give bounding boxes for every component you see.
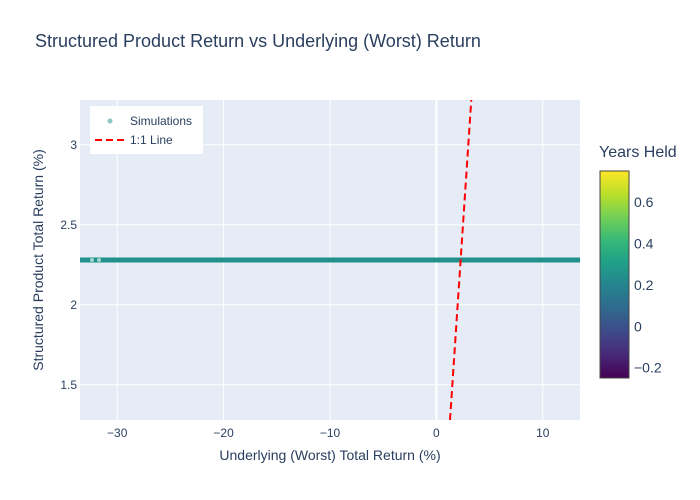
one-to-one-line	[449, 100, 473, 420]
legend-marker-simulations	[107, 118, 113, 124]
x-axis-ticks: −30 −20 −10 0 10	[107, 426, 550, 440]
colorbar-tick-label: 0.2	[634, 277, 654, 293]
colorbar-tick-label: −0.2	[634, 360, 662, 376]
x-tick-label: 0	[433, 426, 440, 440]
legend-label-1to1-line: 1:1 Line	[130, 133, 173, 147]
colorbar-title: Years Held	[599, 144, 677, 161]
simulation-point	[97, 258, 101, 262]
x-tick-label: −30	[107, 426, 128, 440]
y-tick-label: 2.5	[60, 218, 77, 232]
colorbar-tick-label: 0.4	[634, 235, 654, 251]
series-layer	[80, 100, 580, 420]
colorbar-tick-label: 0.6	[634, 194, 654, 210]
legend[interactable]: Simulations 1:1 Line	[90, 106, 203, 154]
legend-label-simulations: Simulations	[130, 114, 192, 128]
y-axis-ticks: 1.5 2 2.5 3	[60, 138, 77, 392]
colorbar-tick-label: 0	[634, 318, 642, 334]
y-tick-label: 2	[70, 298, 77, 312]
x-tick-label: −20	[213, 426, 234, 440]
x-axis-label: Underlying (Worst) Total Return (%)	[219, 447, 440, 463]
legend-box	[90, 106, 203, 154]
simulation-point	[90, 258, 94, 262]
legend-item-simulations[interactable]: Simulations	[107, 114, 193, 128]
colorbar: Years Held −0.2 0 0.2 0.4 0.6	[599, 144, 677, 379]
colorbar-gradient	[599, 170, 630, 379]
y-axis-label: Structured Product Total Return (%)	[30, 149, 46, 371]
legend-item-1to1-line[interactable]: 1:1 Line	[95, 133, 173, 147]
x-tick-label: −10	[320, 426, 341, 440]
colorbar-ticks: −0.2 0 0.2 0.4 0.6	[634, 194, 662, 376]
chart-title: Structured Product Return vs Underlying …	[35, 31, 481, 51]
y-tick-label: 3	[70, 138, 77, 152]
y-tick-label: 1.5	[60, 378, 77, 392]
x-tick-label: 10	[536, 426, 550, 440]
